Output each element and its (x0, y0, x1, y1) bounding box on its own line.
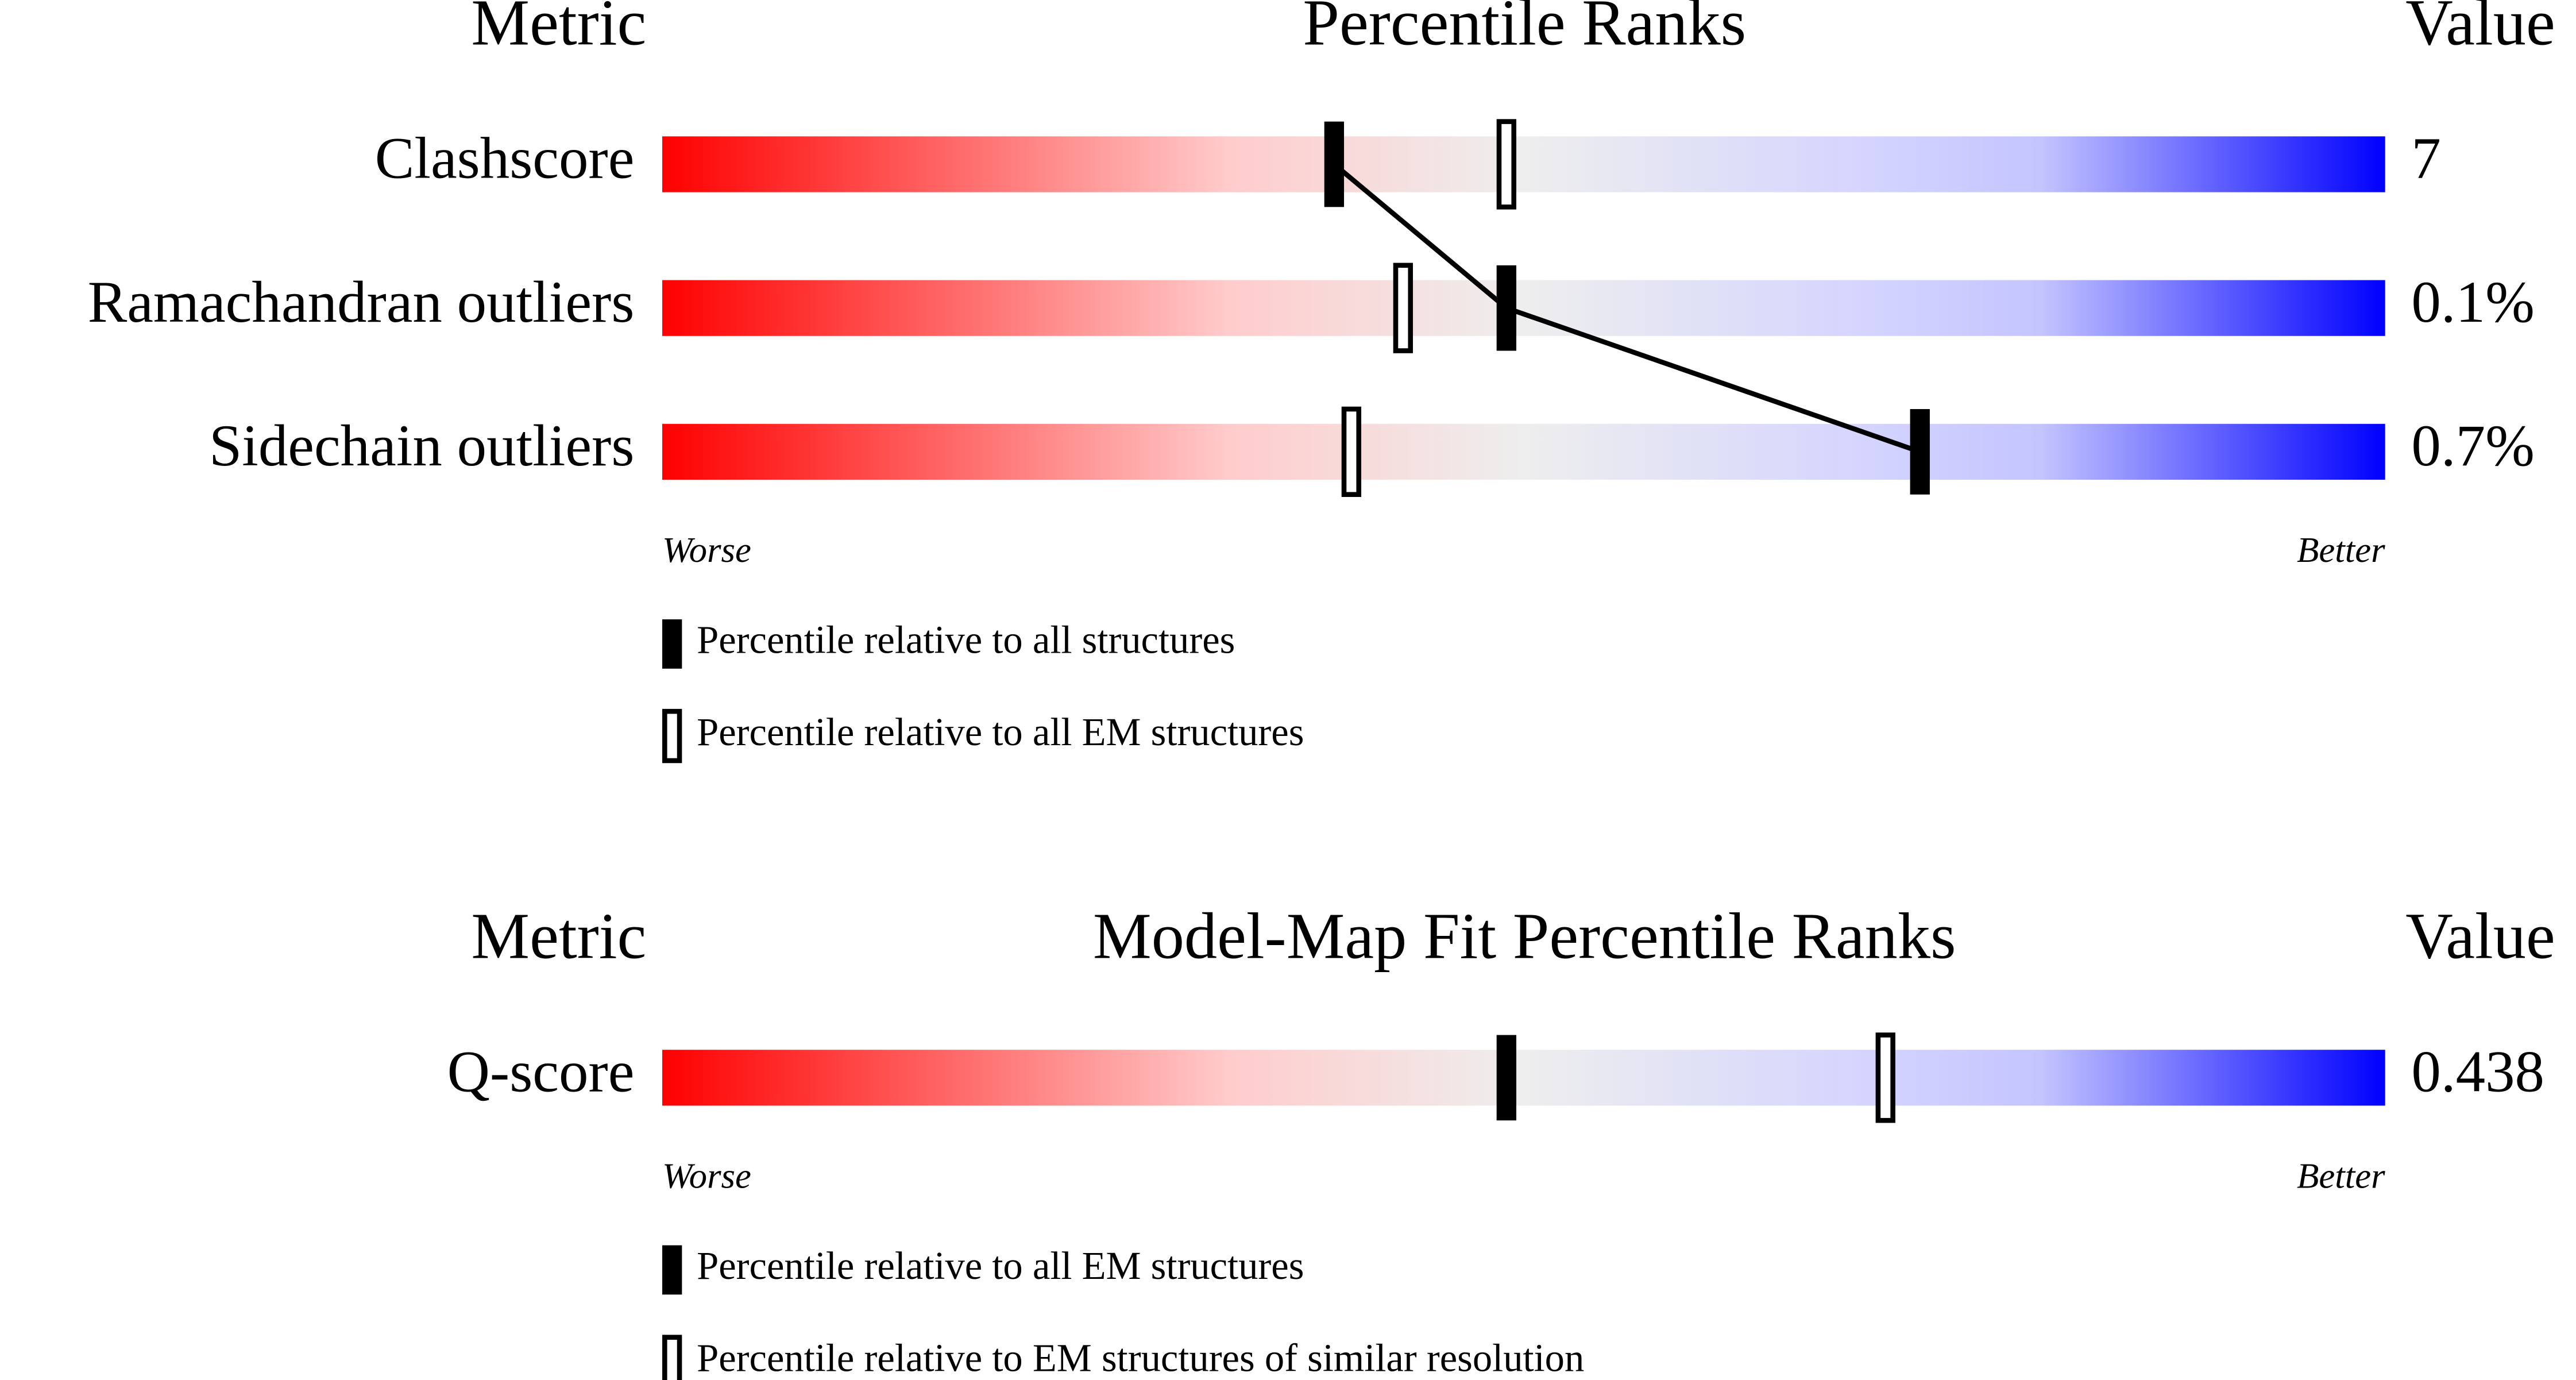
hollow-marker (1341, 406, 1362, 498)
legend-swatch (662, 619, 682, 669)
better-label: Better (2297, 530, 2385, 570)
metric-value: 0.7% (2411, 413, 2534, 479)
better-label: Better (2297, 1156, 2385, 1196)
chart-title: Percentile Ranks (1303, 0, 1746, 59)
legend-swatch (662, 1335, 682, 1380)
legend-label: Percentile relative to all EM structures (697, 710, 1304, 754)
filled-marker (1910, 409, 1930, 495)
hollow-marker (1875, 1032, 1895, 1123)
metric-value: 0.438 (2411, 1039, 2544, 1104)
metric-header: Metric (471, 900, 646, 973)
legend-label: Percentile relative to EM structures of … (697, 1336, 1584, 1379)
legend-label: Percentile relative to all structures (697, 618, 1235, 662)
filled-marker (1496, 1035, 1517, 1121)
hollow-marker (1496, 119, 1517, 210)
filled-marker (1496, 265, 1517, 351)
metric-label: Clashscore (375, 126, 635, 191)
worse-label: Worse (662, 530, 751, 570)
metric-value: 0.1% (2411, 269, 2534, 335)
value-header: Value (2405, 0, 2555, 59)
legend-label: Percentile relative to all EM structures (697, 1244, 1304, 1288)
metric-label: Ramachandran outliers (88, 269, 635, 335)
rank-bar (662, 280, 2385, 336)
rank-bar (662, 423, 2385, 480)
worse-label: Worse (662, 1156, 751, 1196)
metric-label: Q-score (447, 1039, 635, 1104)
legend-swatch (662, 708, 682, 764)
value-header: Value (2405, 900, 2555, 973)
metric-header: Metric (471, 0, 646, 59)
rank-bar (662, 136, 2385, 192)
rank-bar (662, 1050, 2385, 1106)
filled-marker (1324, 121, 1345, 207)
hollow-marker (1393, 263, 1413, 353)
metric-label: Sidechain outliers (209, 413, 634, 479)
legend-swatch (662, 1245, 682, 1295)
metric-value: 7 (2411, 126, 2440, 191)
chart-title: Model-Map Fit Percentile Ranks (1093, 900, 1956, 973)
